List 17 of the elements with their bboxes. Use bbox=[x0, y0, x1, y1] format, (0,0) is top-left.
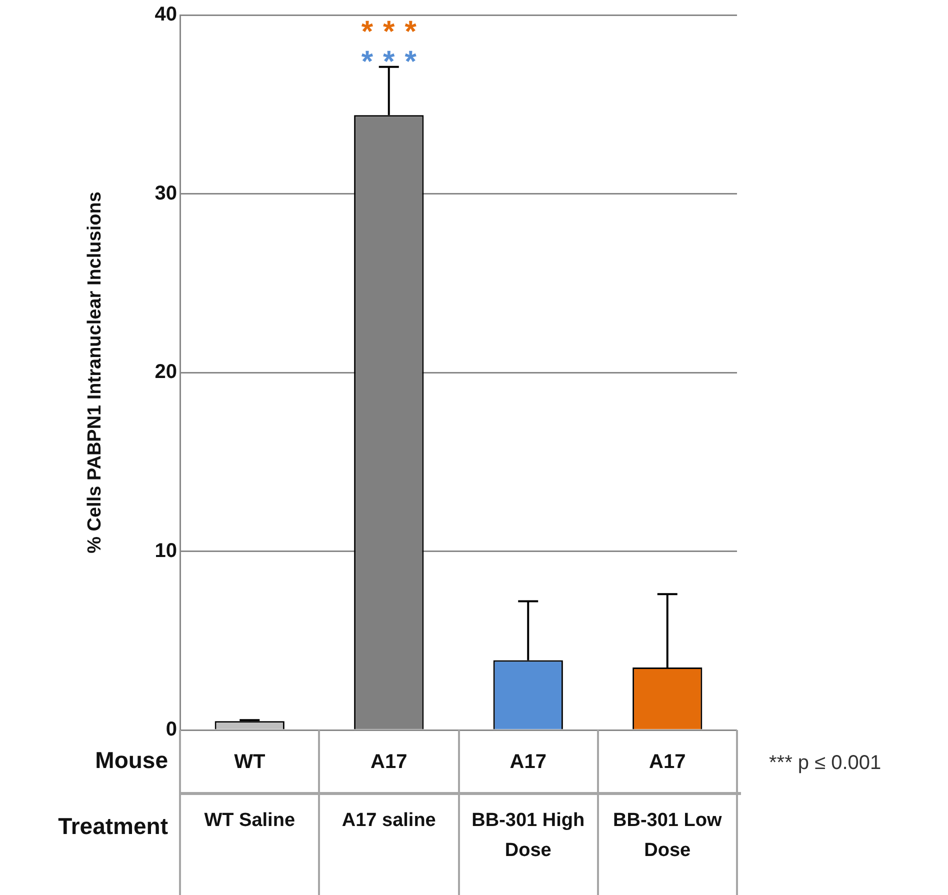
x-tick-label: WT Saline bbox=[203, 809, 296, 833]
y-tick-label: 20 bbox=[154, 361, 177, 384]
text: *** p ≤ 0.001 bbox=[769, 752, 882, 775]
y-axis-title: % Cells PABPN1 Intranuclear Inclusions bbox=[84, 192, 106, 554]
text: A17 bbox=[648, 750, 687, 775]
text: WT bbox=[233, 750, 266, 775]
x-axis-title: Treatment bbox=[57, 812, 168, 841]
y-tick-label: 30 bbox=[154, 182, 177, 204]
y-tick-label: 0 bbox=[166, 718, 177, 741]
x-tick-label: BB-301 High Dose bbox=[470, 809, 586, 863]
x-tick-label: A17 saline bbox=[340, 809, 437, 833]
text: A17 bbox=[370, 750, 408, 775]
x-tick-label: BB-301 Low Dose bbox=[612, 809, 723, 863]
text: A17 bbox=[508, 750, 548, 775]
y-tick-label: 40 bbox=[154, 4, 177, 26]
y-tick-label: 10 bbox=[154, 540, 177, 562]
text: Mouse bbox=[95, 747, 168, 773]
